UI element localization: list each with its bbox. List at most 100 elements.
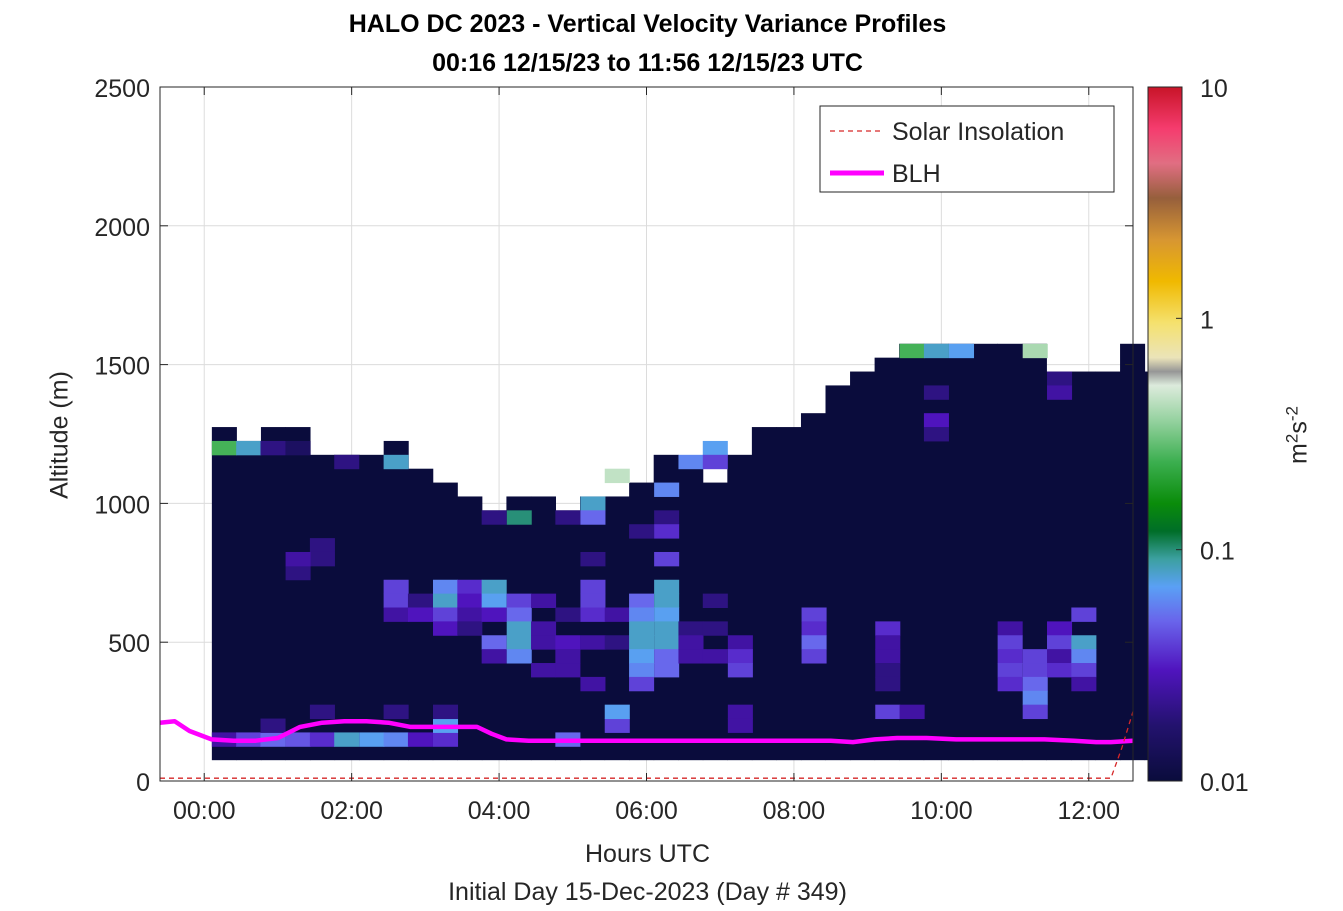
heatmap-cell xyxy=(432,579,459,595)
heatmap-cell xyxy=(1047,649,1073,664)
heatmap-cell xyxy=(457,593,483,608)
heatmap-cell xyxy=(629,621,655,636)
heatmap-cell xyxy=(629,649,655,664)
heatmap-cell xyxy=(629,635,655,650)
heatmap-cell xyxy=(555,649,581,664)
heatmap-column xyxy=(751,427,777,761)
heatmap-column xyxy=(236,440,262,761)
heatmap-cell xyxy=(531,593,557,608)
heatmap-cell xyxy=(555,635,581,650)
heatmap-column xyxy=(948,343,974,761)
x-tick-label: 12:00 xyxy=(1057,797,1120,825)
heatmap-cell xyxy=(1022,663,1048,678)
heatmap-cell xyxy=(359,732,385,747)
heatmap-column xyxy=(997,343,1023,761)
heatmap-cell xyxy=(383,704,409,720)
heatmap-column xyxy=(874,357,900,761)
heatmap-cell xyxy=(383,579,409,595)
heatmap-cell xyxy=(899,343,925,359)
heatmap-cell xyxy=(727,663,753,678)
legend-box xyxy=(819,105,1115,193)
heatmap-cell xyxy=(629,663,655,678)
y-axis-label: Altitude (m) xyxy=(45,371,74,499)
colorbar-tick-label: 1 xyxy=(1200,306,1214,334)
heatmap-cell xyxy=(654,621,680,636)
colorbar-label: m2s-2 xyxy=(1282,406,1313,464)
heatmap-cell xyxy=(702,621,728,636)
heatmap-cell xyxy=(334,732,360,747)
heatmap-cell xyxy=(1071,663,1097,678)
heatmap-cell xyxy=(506,635,532,650)
heatmap-cell xyxy=(580,579,606,595)
heatmap-cell xyxy=(801,635,827,650)
heatmap-cell xyxy=(1047,635,1073,650)
heatmap-cell xyxy=(654,510,680,525)
heatmap-cell xyxy=(654,593,680,608)
heatmap-cell xyxy=(948,343,975,359)
heatmap-cell xyxy=(1047,371,1073,386)
heatmap-cell xyxy=(580,635,606,650)
heatmap-cell xyxy=(923,343,949,359)
heatmap-cell xyxy=(997,635,1023,650)
heatmap-cell xyxy=(899,704,925,720)
heatmap-cell xyxy=(654,524,680,539)
heatmap-cell xyxy=(506,510,532,525)
heatmap-cell xyxy=(1071,607,1097,622)
heatmap-cell xyxy=(875,621,901,636)
heatmap-cell xyxy=(727,718,753,733)
x-tick-label: 04:00 xyxy=(468,797,531,825)
heatmap-cell xyxy=(580,676,606,692)
heatmap-cell xyxy=(1022,649,1048,664)
y-tick-label: 1500 xyxy=(94,353,150,381)
y-tick-label: 1000 xyxy=(94,491,150,519)
heatmap-cell xyxy=(555,663,581,678)
heatmap-cell xyxy=(1022,343,1048,359)
heatmap-cell xyxy=(531,663,557,678)
heatmap-cell xyxy=(383,454,409,470)
x-axis-sublabel: Initial Day 15-Dec-2023 (Day # 349) xyxy=(448,878,847,906)
heatmap-cell xyxy=(407,607,433,622)
heatmap-column xyxy=(923,343,949,761)
heatmap-column xyxy=(285,427,311,761)
heatmap-cell xyxy=(407,732,433,747)
heatmap-cell xyxy=(555,607,581,622)
heatmap-cell xyxy=(875,704,901,720)
heatmap-cell xyxy=(727,704,753,720)
heatmap-cell xyxy=(629,676,655,692)
y-tick-label: 500 xyxy=(108,630,150,658)
heatmap-cell xyxy=(260,440,286,456)
heatmap-cell xyxy=(727,635,753,650)
heatmap-cell xyxy=(604,468,630,484)
heatmap-cell xyxy=(875,649,901,664)
heatmap-cell xyxy=(285,732,311,747)
heatmap-cell xyxy=(481,635,507,650)
heatmap-cell xyxy=(481,649,507,664)
x-tick-label: 02:00 xyxy=(320,797,383,825)
heatmap-cell xyxy=(432,732,459,747)
heatmap-cell xyxy=(432,704,459,720)
heatmap-cell xyxy=(629,607,655,622)
heatmap-cell xyxy=(506,593,532,608)
heatmap-cell xyxy=(383,593,409,608)
heatmap-column xyxy=(1095,371,1121,761)
heatmap-cell xyxy=(678,649,704,664)
heatmap-cell xyxy=(236,440,262,456)
heatmap-cell xyxy=(1071,676,1097,692)
x-axis-label: Hours UTC xyxy=(584,840,710,868)
heatmap-cell xyxy=(309,551,335,567)
colorbar-tick-label: 0.1 xyxy=(1200,538,1235,566)
heatmap-column xyxy=(1046,371,1072,761)
heatmap-cell xyxy=(481,607,507,622)
heatmap-cell xyxy=(383,732,409,747)
heatmap-cell xyxy=(457,621,483,636)
heatmap-cell xyxy=(702,593,728,608)
heatmap-cell xyxy=(309,732,335,747)
heatmap-cell xyxy=(285,551,311,567)
heatmap-column xyxy=(825,385,851,761)
heatmap-cell xyxy=(654,635,680,650)
heatmap-cell xyxy=(580,607,606,622)
heatmap-cell xyxy=(702,440,728,456)
colorbar-unit-m-exp: 2 xyxy=(1282,433,1302,444)
heatmap-cell xyxy=(383,607,409,622)
